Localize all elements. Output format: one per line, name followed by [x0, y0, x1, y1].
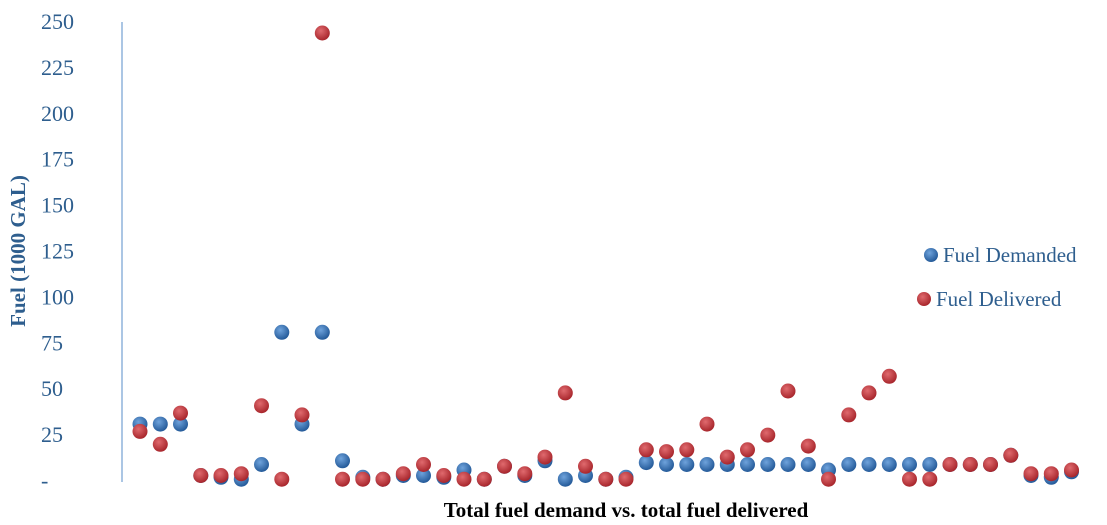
point-fuel-delivered	[800, 438, 816, 454]
point-fuel-delivered	[375, 471, 391, 487]
point-fuel-demanded	[922, 457, 938, 472]
point-fuel-delivered	[314, 25, 330, 41]
point-fuel-delivered	[962, 457, 978, 472]
point-fuel-delivered	[1003, 447, 1019, 463]
point-fuel-delivered	[294, 407, 310, 423]
point-fuel-demanded	[780, 457, 796, 472]
y-tick-label: 125	[41, 239, 74, 264]
point-fuel-delivered	[881, 368, 897, 384]
point-fuel-delivered	[1064, 462, 1079, 478]
legend-item-fuel-demanded[interactable]: Fuel Demanded	[924, 243, 1077, 267]
point-fuel-demanded	[760, 457, 776, 472]
point-fuel-delivered	[274, 471, 290, 487]
y-tick-label: 150	[41, 193, 74, 218]
point-fuel-demanded	[699, 457, 715, 472]
y-tick-label: 25	[41, 422, 63, 447]
point-fuel-delivered	[861, 385, 877, 401]
y-tick-label: 225	[41, 55, 74, 80]
point-fuel-delivered	[821, 471, 836, 487]
point-fuel-demanded	[416, 468, 431, 483]
point-fuel-delivered	[152, 436, 168, 452]
point-fuel-delivered	[132, 423, 148, 439]
point-fuel-delivered	[719, 449, 735, 465]
legend-marker-fuel-delivered	[917, 292, 931, 306]
point-fuel-delivered	[578, 458, 593, 474]
point-fuel-delivered	[395, 466, 411, 482]
point-fuel-delivered	[699, 416, 715, 432]
point-fuel-delivered	[335, 471, 350, 487]
legend: Fuel Demanded Fuel Delivered	[917, 243, 1077, 311]
point-fuel-demanded	[557, 471, 573, 487]
point-fuel-delivered	[902, 471, 917, 487]
point-fuel-delivered	[780, 383, 796, 399]
point-fuel-delivered	[233, 466, 249, 482]
point-fuel-demanded	[173, 416, 188, 432]
point-fuel-delivered	[598, 471, 614, 487]
point-fuel-delivered	[638, 442, 654, 458]
point-fuel-delivered	[760, 427, 776, 443]
legend-item-fuel-delivered[interactable]: Fuel Delivered	[917, 287, 1062, 311]
point-fuel-delivered	[213, 468, 229, 483]
x-axis-title: Total fuel demand vs. total fuel deliver…	[444, 498, 809, 522]
point-fuel-delivered	[254, 398, 269, 414]
point-fuel-demanded	[881, 457, 897, 472]
point-fuel-delivered	[659, 444, 674, 460]
point-fuel-demanded	[638, 455, 654, 471]
point-fuel-delivered	[537, 449, 553, 465]
point-fuel-delivered	[517, 466, 533, 482]
point-fuel-delivered	[436, 468, 452, 483]
point-fuel-delivered	[193, 468, 209, 483]
y-axis-title: Fuel (1000 GAL)	[6, 175, 30, 327]
point-fuel-delivered	[841, 407, 857, 423]
point-fuel-delivered	[497, 458, 512, 474]
point-fuel-demanded	[152, 416, 168, 432]
point-fuel-delivered	[557, 385, 573, 401]
y-axis-ticks: - 25 50 75 100 125 150 175 200 225 250	[41, 9, 74, 493]
point-fuel-delivered	[679, 442, 695, 458]
point-fuel-delivered	[1043, 466, 1059, 482]
legend-label-fuel-demanded: Fuel Demanded	[943, 243, 1077, 267]
point-fuel-demanded	[861, 457, 877, 472]
point-fuel-delivered	[618, 471, 634, 487]
point-fuel-delivered	[740, 442, 755, 458]
point-fuel-delivered	[173, 405, 188, 421]
point-fuel-delivered	[942, 457, 958, 472]
point-fuel-delivered	[1023, 466, 1039, 482]
point-fuel-demanded	[274, 324, 290, 340]
y-tick-label: 75	[41, 330, 63, 355]
point-fuel-demanded	[335, 453, 350, 469]
point-fuel-demanded	[659, 457, 674, 472]
point-fuel-demanded	[841, 457, 857, 472]
y-tick-label: 200	[41, 101, 74, 126]
y-tick-label: 100	[41, 284, 74, 309]
data-points	[132, 25, 1079, 487]
y-tick-label: 175	[41, 147, 74, 172]
point-fuel-demanded	[740, 457, 755, 472]
point-fuel-demanded	[254, 457, 269, 472]
point-fuel-delivered	[922, 471, 938, 487]
y-tick-label: 250	[41, 9, 74, 34]
point-fuel-demanded	[314, 324, 330, 340]
point-fuel-demanded	[800, 457, 816, 472]
point-fuel-delivered	[355, 471, 371, 487]
y-tick-label: -	[41, 468, 48, 493]
point-fuel-delivered	[456, 471, 472, 487]
y-tick-label: 50	[41, 376, 63, 401]
point-fuel-delivered	[983, 457, 998, 472]
point-fuel-demanded	[902, 457, 917, 472]
point-fuel-delivered	[416, 457, 431, 472]
point-fuel-delivered	[476, 471, 492, 487]
legend-label-fuel-delivered: Fuel Delivered	[936, 287, 1062, 311]
legend-marker-fuel-demanded	[924, 248, 938, 262]
point-fuel-demanded	[679, 457, 695, 472]
